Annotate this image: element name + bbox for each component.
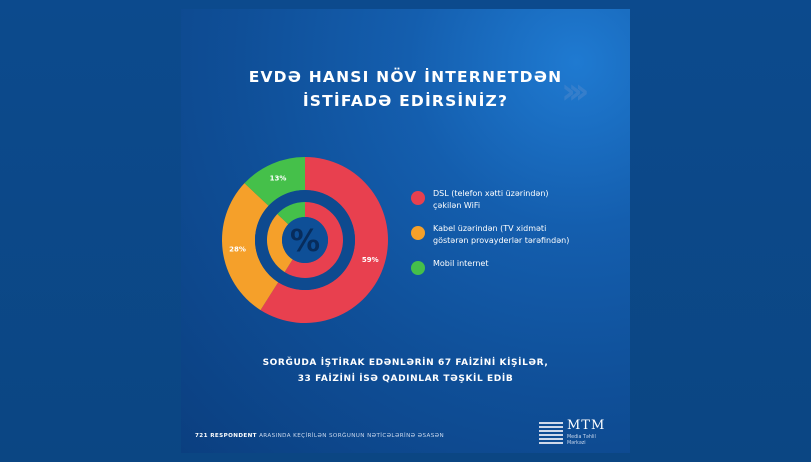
footer-source-text: ARASINDA KEÇİRİLƏN SORĞUNUN NƏTİCƏLƏRİNƏ… xyxy=(256,433,445,439)
legend-item-cable: Kabel üzərindən (TV xidməti göstərən pro… xyxy=(411,223,621,246)
logo-subtitle: Media Təhlil Mərkəzi xyxy=(567,435,607,447)
legend-label-dsl-line-1: DSL (telefon xətti üzərindən) xyxy=(433,189,549,198)
inner-slice-dsl xyxy=(284,202,343,278)
legend-item-dsl: DSL (telefon xətti üzərindən) çəkilən Wi… xyxy=(411,188,621,211)
logo-subtitle-line-1: Media Təhlil xyxy=(567,435,596,440)
chart-title-line-1: EVDƏ HANSI NÖV İNTERNETDƏN xyxy=(248,68,563,86)
donut-slice-mobile xyxy=(244,157,305,206)
logo-subtitle-line-2: Mərkəzi xyxy=(567,441,586,446)
slice-label-mobile: 13% xyxy=(270,175,287,183)
legend-swatch-mobile xyxy=(411,261,425,275)
footer-respondents: 721 RESPONDENT xyxy=(195,433,257,439)
mtm-logo-icon xyxy=(539,422,563,446)
chart-legend: DSL (telefon xətti üzərindən) çəkilən Wi… xyxy=(411,188,621,282)
legend-swatch-dsl xyxy=(411,191,425,205)
donut-slice-dsl xyxy=(260,157,388,323)
legend-label-cable-line-2: göstərən provayderlər tərəfindən) xyxy=(433,235,570,245)
chart-title-line-2: İSTİFADƏ EDİRSİNİZ? xyxy=(302,92,509,110)
donut-gap-ring xyxy=(255,190,355,290)
legend-label-cable-line-1: Kabel üzərindən (TV xidməti xyxy=(433,224,547,233)
logo-name: MTM xyxy=(567,418,606,433)
donut-center-disc xyxy=(282,217,328,263)
survey-note-line-2: 33 FAİZİNİ İSƏ QADINLAR TƏŞKİL EDİB xyxy=(297,374,514,384)
legend-item-mobile: Mobil internet xyxy=(411,258,621,275)
infographic-card: EVDƏ HANSI NÖV İNTERNETDƏN İSTİFADƏ EDİR… xyxy=(181,9,630,453)
legend-label-mobile: Mobil internet xyxy=(433,259,489,268)
donut-chart: % 59% 28% 13% xyxy=(221,157,388,323)
slice-label-cable: 28% xyxy=(229,246,246,254)
slice-label-dsl: 59% xyxy=(362,256,379,264)
inner-slice-cable xyxy=(267,213,293,273)
chevrons-decoration-icon: ››› xyxy=(561,71,589,112)
donut-slice-cable xyxy=(221,183,279,311)
percent-symbol-icon: % xyxy=(290,224,320,259)
inner-slice-mobile xyxy=(277,202,305,225)
survey-note-line-1: SORĞUDA İŞTİRAK EDƏNLƏRİN 67 FAİZİNİ KİŞ… xyxy=(262,358,549,368)
legend-swatch-cable xyxy=(411,226,425,240)
legend-label-dsl-line-2: çəkilən WiFi xyxy=(433,200,481,210)
footer-source: 721 RESPONDENT ARASINDA KEÇİRİLƏN SORĞUN… xyxy=(195,433,444,439)
